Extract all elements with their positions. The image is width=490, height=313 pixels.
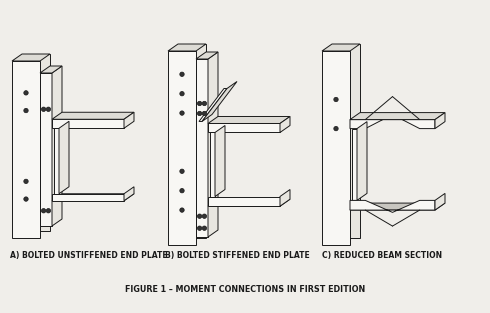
Circle shape bbox=[46, 107, 50, 111]
Polygon shape bbox=[357, 121, 367, 200]
Polygon shape bbox=[52, 119, 124, 128]
Circle shape bbox=[180, 208, 184, 212]
Polygon shape bbox=[350, 113, 445, 120]
Circle shape bbox=[24, 179, 28, 183]
Circle shape bbox=[334, 126, 338, 131]
Polygon shape bbox=[196, 59, 208, 237]
Polygon shape bbox=[350, 115, 435, 129]
Polygon shape bbox=[435, 193, 445, 210]
Polygon shape bbox=[196, 52, 218, 59]
Polygon shape bbox=[59, 121, 69, 194]
Circle shape bbox=[197, 111, 202, 116]
Polygon shape bbox=[215, 126, 225, 197]
Text: B) BOLTED STIFFENED END PLATE: B) BOLTED STIFFENED END PLATE bbox=[165, 251, 310, 260]
Circle shape bbox=[180, 188, 184, 193]
Polygon shape bbox=[22, 54, 50, 231]
Circle shape bbox=[180, 91, 184, 96]
Polygon shape bbox=[322, 51, 350, 245]
Polygon shape bbox=[199, 89, 227, 121]
Polygon shape bbox=[208, 197, 280, 206]
Text: FIGURE 1 – MOMENT CONNECTIONS IN FIRST EDITION: FIGURE 1 – MOMENT CONNECTIONS IN FIRST E… bbox=[125, 285, 365, 294]
Polygon shape bbox=[280, 116, 290, 132]
Polygon shape bbox=[168, 51, 196, 245]
Polygon shape bbox=[12, 54, 50, 61]
Polygon shape bbox=[210, 132, 215, 197]
Polygon shape bbox=[124, 112, 134, 128]
Polygon shape bbox=[208, 124, 280, 132]
Polygon shape bbox=[52, 66, 62, 226]
Polygon shape bbox=[202, 81, 237, 121]
Circle shape bbox=[202, 226, 207, 230]
Circle shape bbox=[197, 214, 202, 218]
Polygon shape bbox=[322, 44, 360, 51]
Polygon shape bbox=[12, 61, 40, 238]
Polygon shape bbox=[168, 44, 206, 51]
Polygon shape bbox=[124, 187, 134, 201]
Circle shape bbox=[334, 97, 338, 102]
Circle shape bbox=[180, 111, 184, 115]
Polygon shape bbox=[280, 189, 290, 206]
Polygon shape bbox=[40, 73, 52, 226]
Text: A) BOLTED UNSTIFFENED END PLATE: A) BOLTED UNSTIFFENED END PLATE bbox=[10, 251, 168, 260]
Circle shape bbox=[202, 101, 207, 106]
Circle shape bbox=[24, 91, 28, 95]
Polygon shape bbox=[54, 128, 59, 194]
Circle shape bbox=[24, 197, 28, 201]
Circle shape bbox=[24, 108, 28, 113]
Text: C) REDUCED BEAM SECTION: C) REDUCED BEAM SECTION bbox=[322, 251, 442, 260]
Polygon shape bbox=[352, 129, 357, 200]
Polygon shape bbox=[40, 66, 62, 73]
Polygon shape bbox=[178, 44, 206, 238]
Polygon shape bbox=[332, 44, 360, 238]
Polygon shape bbox=[208, 116, 290, 124]
Polygon shape bbox=[208, 52, 218, 237]
Circle shape bbox=[180, 72, 184, 76]
Polygon shape bbox=[52, 112, 134, 119]
Polygon shape bbox=[435, 113, 445, 129]
Polygon shape bbox=[52, 194, 134, 201]
Circle shape bbox=[202, 214, 207, 218]
Polygon shape bbox=[208, 199, 290, 206]
Circle shape bbox=[41, 208, 46, 213]
Circle shape bbox=[180, 169, 184, 173]
Circle shape bbox=[202, 111, 207, 116]
Circle shape bbox=[197, 101, 202, 106]
Polygon shape bbox=[350, 203, 445, 210]
Polygon shape bbox=[350, 200, 435, 213]
Circle shape bbox=[197, 226, 202, 230]
Circle shape bbox=[41, 107, 46, 111]
Circle shape bbox=[46, 208, 50, 213]
Polygon shape bbox=[52, 194, 124, 201]
